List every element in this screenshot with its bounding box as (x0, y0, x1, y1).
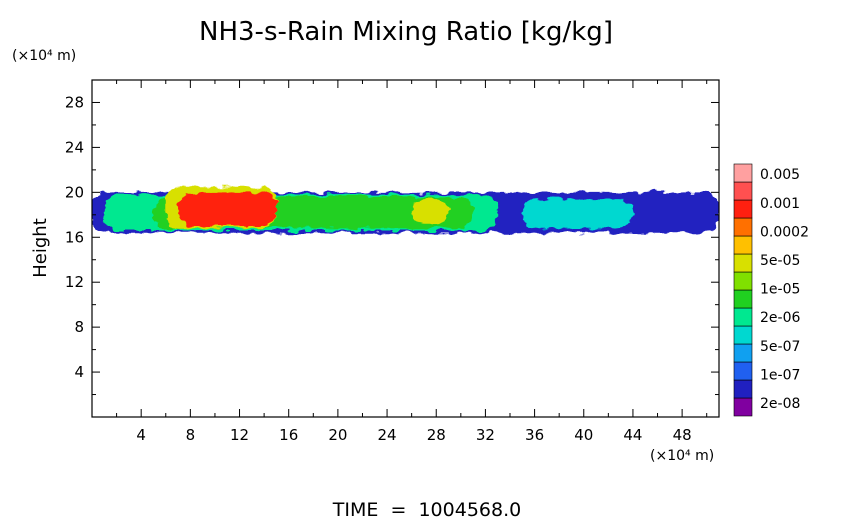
y-tick-label: 8 (74, 318, 84, 336)
x-tick-label: 16 (279, 426, 298, 444)
colorbar-swatch (733, 253, 753, 273)
colorbar-swatch (733, 343, 753, 363)
colorbar-label: 1e-05 (760, 282, 800, 298)
colorbar-swatch (733, 235, 753, 255)
y-tick-label: 24 (65, 138, 84, 156)
colorbar-swatch (733, 361, 753, 381)
colorbar-swatch (733, 397, 753, 417)
plot-frame (91, 79, 720, 418)
x-tick-label: 40 (574, 426, 593, 444)
colorbar-swatch (733, 307, 753, 327)
colorbar-swatch (733, 181, 753, 201)
y-tick-label: 28 (65, 93, 84, 111)
x-tick-label: 8 (186, 426, 196, 444)
colorbar-swatch (733, 325, 753, 345)
colorbar-swatch (733, 217, 753, 237)
x-tick-label: 32 (476, 426, 495, 444)
x-axis: 4 8 12 16 20 24 28 32 36 40 44 48 (116, 80, 708, 444)
x-tick-label: 36 (525, 426, 544, 444)
x-tick-label: 48 (673, 426, 692, 444)
x-tick-label: 24 (378, 426, 397, 444)
y-axis: 4 8 12 16 20 24 28 (65, 93, 719, 396)
x-tick-label: 12 (230, 426, 249, 444)
colorbar-swatch (733, 289, 753, 309)
x-tick-label: 28 (427, 426, 446, 444)
chart-title: NH3-s-Rain Mixing Ratio [kg/kg] (199, 17, 613, 47)
colorbar-label: 2e-06 (760, 310, 800, 326)
y-tick-label: 4 (74, 363, 84, 381)
colorbar: 2e-08 1e-07 5e-07 2e-06 1e-05 5e-05 0.0002 0.00… (733, 163, 809, 417)
x-tick-label: 4 (136, 426, 146, 444)
colorbar-label: 5e-07 (760, 339, 800, 355)
x-axis-unit: (×10⁴ m) (650, 448, 714, 464)
y-axis-unit: (×10⁴ m) (12, 48, 76, 64)
colorbar-label: 1e-07 (760, 367, 800, 383)
x-tick-label: 20 (328, 426, 347, 444)
colorbar-swatch (733, 199, 753, 219)
y-tick-label: 16 (65, 228, 84, 246)
colorbar-label: 0.001 (760, 196, 800, 212)
colorbar-label: 5e-05 (760, 253, 800, 269)
colorbar-swatch (733, 163, 753, 183)
y-axis-label: Height (30, 218, 51, 278)
colorbar-swatch (733, 271, 753, 291)
heat-region-4 (178, 192, 277, 227)
time-label: TIME = 1004568.0 (332, 499, 521, 519)
heat-region-6 (411, 199, 449, 224)
heat-region-5 (522, 199, 633, 229)
colorbar-label: 0.0002 (760, 224, 809, 240)
colorbar-swatch (733, 379, 753, 399)
y-tick-label: 20 (65, 183, 84, 201)
heatmap-field (92, 186, 719, 233)
colorbar-label: 2e-08 (760, 396, 800, 412)
x-tick-label: 44 (623, 426, 642, 444)
y-tick-label: 12 (65, 273, 84, 291)
colorbar-label: 0.005 (760, 167, 800, 183)
